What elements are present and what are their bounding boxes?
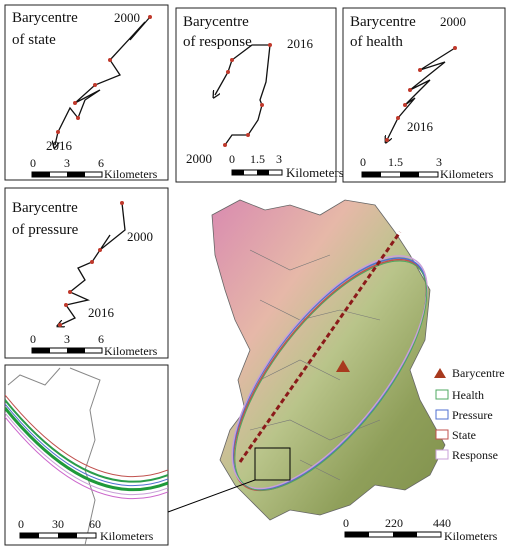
year-label: 2000	[440, 14, 466, 29]
track	[60, 202, 126, 325]
panel-title: of health	[350, 34, 403, 50]
region-map	[211, 199, 446, 521]
panel-title: Barycentre	[12, 200, 78, 216]
year-label: 2016	[287, 36, 314, 51]
scale-label: 0	[343, 516, 349, 530]
barycentre-marker	[336, 360, 350, 372]
scale-label: 0	[30, 156, 36, 170]
trend-line	[238, 231, 402, 463]
scale-unit: Kilometers	[286, 165, 344, 180]
track	[387, 47, 456, 140]
legend-label: Pressure	[452, 408, 493, 422]
legend: Barycentre Health Pressure State Respons…	[434, 366, 505, 462]
scale-unit: Kilometers	[440, 167, 494, 181]
scale-label: 6	[98, 156, 104, 170]
scale-unit: Kilometers	[104, 167, 158, 181]
year-label: 2016	[46, 138, 73, 153]
scale-unit: Kilometers	[444, 529, 498, 543]
panel-frame	[342, 7, 506, 183]
panel-title: of pressure	[12, 222, 79, 238]
scale-label: 3	[436, 155, 442, 169]
year-label: 2016	[88, 305, 115, 320]
panel-frame	[4, 187, 169, 359]
scale-label: 0	[18, 517, 24, 531]
scale-label: 1.5	[388, 155, 403, 169]
scale-label: 30	[52, 517, 64, 531]
legend-label: Response	[452, 448, 498, 462]
year-label: 2000	[114, 10, 140, 25]
panel-title: of state	[12, 32, 56, 48]
scale-label: 220	[385, 516, 403, 530]
panel-response: Barycentre of response 2016 2000 0 1.5 3…	[175, 7, 344, 183]
panel-title: of response	[183, 34, 252, 50]
panel-title: Barycentre	[350, 14, 416, 30]
panel-health: Barycentre of health 2000 2016 0 1.5 3 K…	[342, 7, 506, 183]
main-map: Barycentre Health Pressure State Respons…	[167, 199, 505, 543]
legend-label: Barycentre	[452, 366, 505, 380]
panel-title: Barycentre	[183, 14, 249, 30]
scale-label: 3	[64, 156, 70, 170]
scale-label: 60	[89, 517, 101, 531]
inset: 0 30 60 Kilometers	[4, 364, 169, 546]
year-label: 2000	[127, 229, 153, 244]
scale-label: 0	[30, 332, 36, 346]
panel-frame	[4, 364, 169, 546]
scale-unit: Kilometers	[100, 529, 154, 543]
scale-label: 0	[360, 155, 366, 169]
panel-title: Barycentre	[12, 10, 78, 26]
panel-state: Barycentre of state 2000 2016 0 3 6 Kilo…	[4, 4, 169, 181]
year-label: 2000	[186, 151, 212, 166]
scale-label: 3	[64, 332, 70, 346]
scale-label: 440	[433, 516, 451, 530]
scale-label: 0	[229, 152, 235, 166]
inset-locator	[254, 447, 291, 481]
panel-pressure: Barycentre of pressure 2000 2016 0 3 6 K…	[4, 187, 169, 359]
track	[215, 44, 271, 146]
legend-label: Health	[452, 388, 484, 402]
scale-label: 6	[98, 332, 104, 346]
scale-unit: Kilometers	[104, 344, 158, 358]
legend-label: State	[452, 428, 476, 442]
year-label: 2016	[407, 119, 434, 134]
scale-label: 3	[276, 152, 282, 166]
panel-frame	[175, 7, 337, 183]
scale-label: 1.5	[250, 152, 265, 166]
